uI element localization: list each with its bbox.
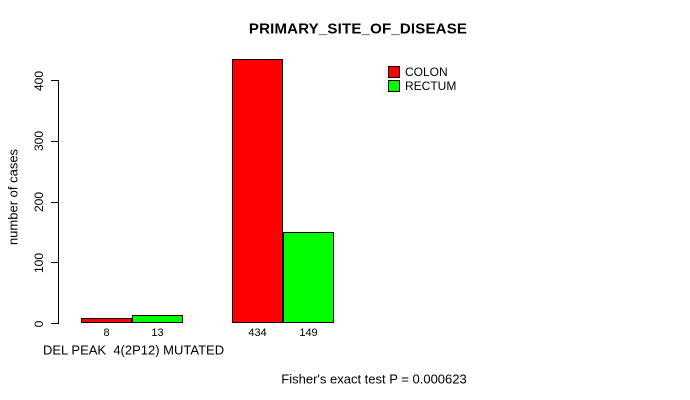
- y-tick-label-200: 200: [32, 191, 46, 213]
- bar-value-label-rectum-group1: 13: [151, 327, 164, 339]
- bar-colon-group1: [81, 318, 132, 323]
- y-tick-label-300: 300: [32, 131, 46, 152]
- y-tick-200: [51, 201, 58, 203]
- y-tick-400: [51, 80, 58, 81]
- legend-item-colon: COLON: [388, 65, 456, 79]
- x-axis-title: DEL PEAK 4(2P12) MUTATED: [43, 342, 225, 358]
- y-tick-label-400: 400: [32, 70, 46, 91]
- rectum-color-swatch: [388, 80, 400, 92]
- bar-value-label-colon-group1: 8: [103, 327, 110, 339]
- y-axis-line: [58, 80, 59, 324]
- y-tick-label-0: 0: [32, 320, 46, 327]
- y-axis-title: number of cases: [5, 148, 21, 246]
- bar-rectum-group2: [283, 232, 334, 323]
- y-tick-100: [51, 262, 58, 264]
- bar-rectum-group1: [132, 315, 183, 323]
- y-tick-label-100: 100: [32, 252, 46, 273]
- colon-color-swatch: [388, 66, 400, 78]
- legend: COLON RECTUM: [388, 65, 457, 93]
- y-tick-300: [51, 140, 58, 142]
- bar-value-label-rectum-group2: 149: [299, 327, 318, 339]
- footnote-fisher-test: Fisher's exact test P = 0.000623: [281, 371, 467, 387]
- legend-item-rectum: RECTUM: [388, 79, 457, 93]
- legend-label-rectum: RECTUM: [405, 79, 457, 93]
- bar-value-label-colon-group2: 434: [248, 327, 267, 339]
- legend-label-colon: COLON: [405, 65, 448, 79]
- chart-title: PRIMARY_SITE_OF_DISEASE: [248, 20, 468, 38]
- y-tick-0: [51, 323, 58, 324]
- bar-colon-group2: [232, 59, 283, 323]
